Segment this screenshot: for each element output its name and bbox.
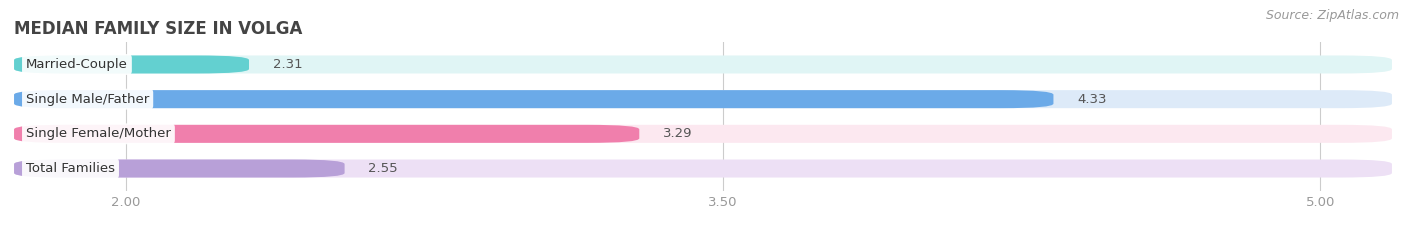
FancyBboxPatch shape (14, 55, 249, 73)
Text: 4.33: 4.33 (1077, 93, 1107, 106)
Text: 3.29: 3.29 (664, 127, 693, 140)
Text: Source: ZipAtlas.com: Source: ZipAtlas.com (1265, 9, 1399, 22)
Text: MEDIAN FAMILY SIZE IN VOLGA: MEDIAN FAMILY SIZE IN VOLGA (14, 20, 302, 38)
Text: Single Female/Mother: Single Female/Mother (25, 127, 172, 140)
FancyBboxPatch shape (14, 90, 1053, 108)
Text: 2.31: 2.31 (273, 58, 302, 71)
Text: Total Families: Total Families (25, 162, 115, 175)
FancyBboxPatch shape (14, 160, 344, 178)
FancyBboxPatch shape (14, 90, 1392, 108)
FancyBboxPatch shape (14, 160, 1392, 178)
FancyBboxPatch shape (14, 125, 640, 143)
Text: Single Male/Father: Single Male/Father (25, 93, 149, 106)
FancyBboxPatch shape (14, 125, 1392, 143)
Text: 2.55: 2.55 (368, 162, 398, 175)
Text: Married-Couple: Married-Couple (25, 58, 128, 71)
FancyBboxPatch shape (14, 55, 1392, 73)
